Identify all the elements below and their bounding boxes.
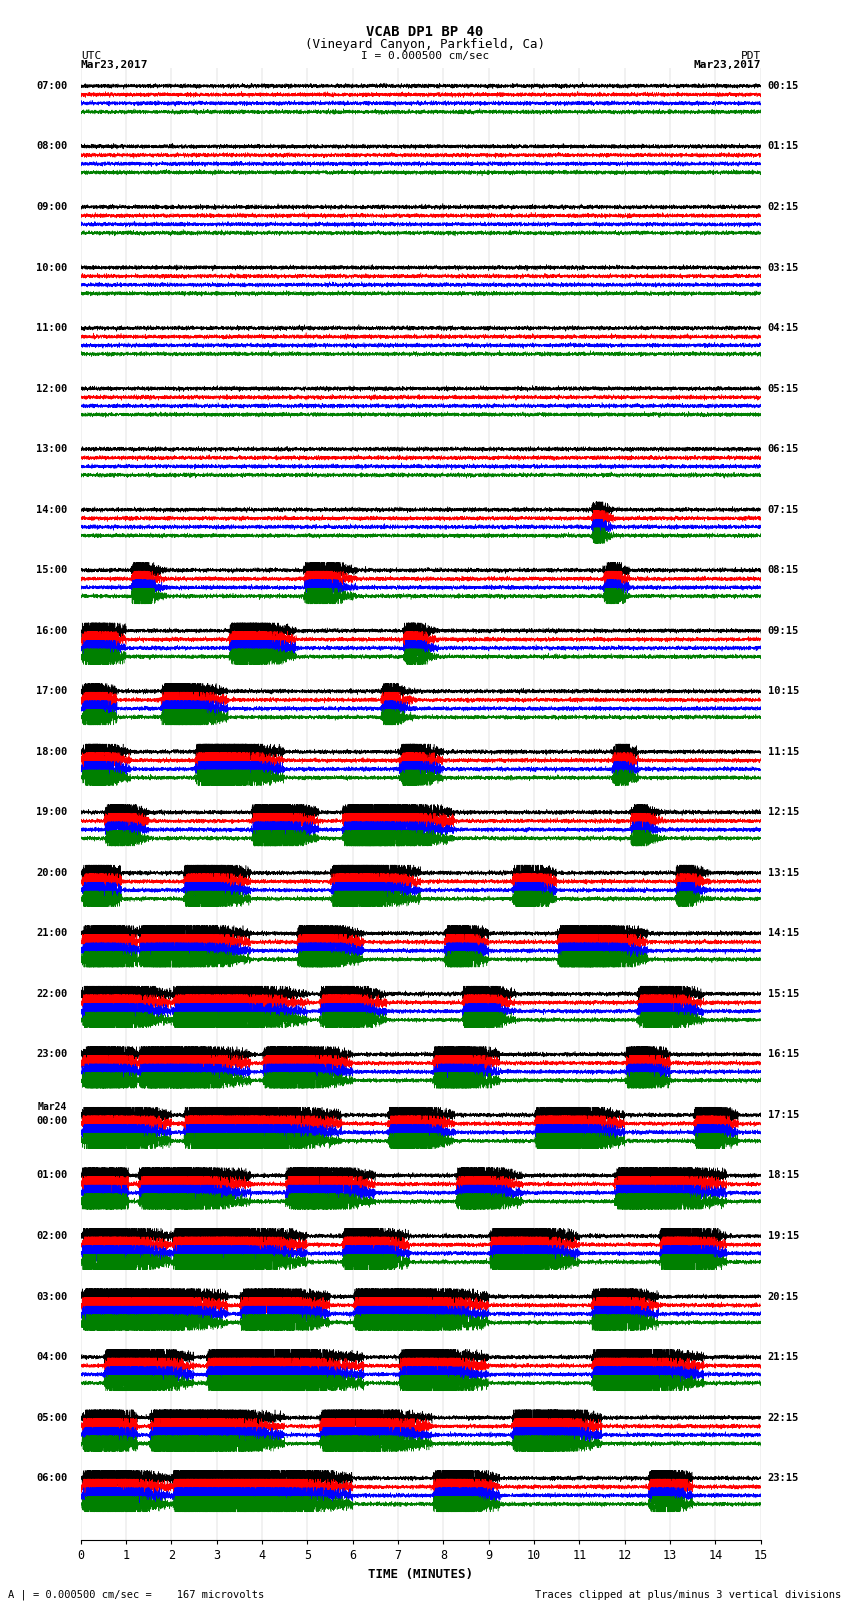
Text: 04:15: 04:15 xyxy=(768,323,799,332)
Text: 18:00: 18:00 xyxy=(36,747,67,756)
Text: 08:15: 08:15 xyxy=(768,565,799,576)
Text: (Vineyard Canyon, Parkfield, Ca): (Vineyard Canyon, Parkfield, Ca) xyxy=(305,37,545,52)
Text: 18:15: 18:15 xyxy=(768,1171,799,1181)
Text: 23:00: 23:00 xyxy=(36,1050,67,1060)
Text: Mar24: Mar24 xyxy=(37,1102,67,1113)
Text: 23:15: 23:15 xyxy=(768,1473,799,1482)
Text: 00:15: 00:15 xyxy=(768,81,799,90)
Text: 03:15: 03:15 xyxy=(768,263,799,273)
Text: 02:15: 02:15 xyxy=(768,202,799,211)
Text: 15:00: 15:00 xyxy=(36,565,67,576)
Text: 20:15: 20:15 xyxy=(768,1292,799,1302)
Text: 08:00: 08:00 xyxy=(36,142,67,152)
Text: 05:00: 05:00 xyxy=(36,1413,67,1423)
Text: 21:00: 21:00 xyxy=(36,929,67,939)
X-axis label: TIME (MINUTES): TIME (MINUTES) xyxy=(368,1568,473,1581)
Text: 10:00: 10:00 xyxy=(36,263,67,273)
Text: 11:15: 11:15 xyxy=(768,747,799,756)
Text: 07:15: 07:15 xyxy=(768,505,799,515)
Text: VCAB DP1 BP 40: VCAB DP1 BP 40 xyxy=(366,24,484,39)
Text: 16:00: 16:00 xyxy=(36,626,67,636)
Text: 14:15: 14:15 xyxy=(768,929,799,939)
Text: 00:00: 00:00 xyxy=(36,1116,67,1126)
Text: 11:00: 11:00 xyxy=(36,323,67,332)
Text: Traces clipped at plus/minus 3 vertical divisions: Traces clipped at plus/minus 3 vertical … xyxy=(536,1590,842,1600)
Text: 04:00: 04:00 xyxy=(36,1352,67,1361)
Text: 01:00: 01:00 xyxy=(36,1171,67,1181)
Text: 22:00: 22:00 xyxy=(36,989,67,998)
Text: 21:15: 21:15 xyxy=(768,1352,799,1361)
Text: 12:15: 12:15 xyxy=(768,806,799,818)
Text: 09:00: 09:00 xyxy=(36,202,67,211)
Text: 20:00: 20:00 xyxy=(36,868,67,877)
Text: I = 0.000500 cm/sec: I = 0.000500 cm/sec xyxy=(361,50,489,61)
Text: 17:00: 17:00 xyxy=(36,686,67,697)
Text: Mar23,2017: Mar23,2017 xyxy=(81,60,148,71)
Text: 06:00: 06:00 xyxy=(36,1473,67,1482)
Text: 14:00: 14:00 xyxy=(36,505,67,515)
Text: 06:15: 06:15 xyxy=(768,444,799,455)
Text: 19:00: 19:00 xyxy=(36,806,67,818)
Text: 07:00: 07:00 xyxy=(36,81,67,90)
Text: Mar23,2017: Mar23,2017 xyxy=(694,60,761,71)
Text: 10:15: 10:15 xyxy=(768,686,799,697)
Text: 09:15: 09:15 xyxy=(768,626,799,636)
Text: 22:15: 22:15 xyxy=(768,1413,799,1423)
Text: A | = 0.000500 cm/sec =    167 microvolts: A | = 0.000500 cm/sec = 167 microvolts xyxy=(8,1589,264,1600)
Text: PDT: PDT xyxy=(740,50,761,61)
Text: 02:00: 02:00 xyxy=(36,1231,67,1240)
Text: 13:15: 13:15 xyxy=(768,868,799,877)
Text: 01:15: 01:15 xyxy=(768,142,799,152)
Text: 13:00: 13:00 xyxy=(36,444,67,455)
Text: 15:15: 15:15 xyxy=(768,989,799,998)
Text: 16:15: 16:15 xyxy=(768,1050,799,1060)
Text: 03:00: 03:00 xyxy=(36,1292,67,1302)
Text: 05:15: 05:15 xyxy=(768,384,799,394)
Text: 17:15: 17:15 xyxy=(768,1110,799,1119)
Text: 12:00: 12:00 xyxy=(36,384,67,394)
Text: 19:15: 19:15 xyxy=(768,1231,799,1240)
Text: UTC: UTC xyxy=(81,50,101,61)
